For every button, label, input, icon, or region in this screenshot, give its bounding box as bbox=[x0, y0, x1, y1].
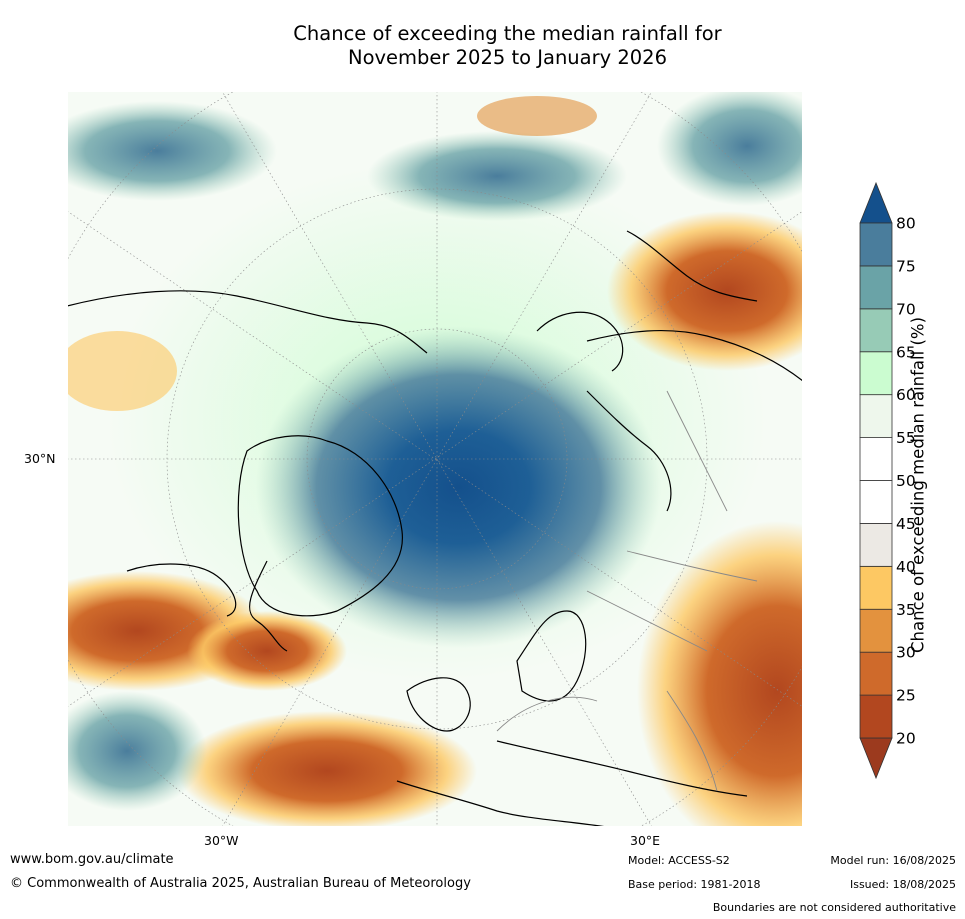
teal-patch-ne bbox=[657, 91, 803, 206]
rainfall-map bbox=[67, 91, 803, 827]
dry-region-middle-east bbox=[637, 521, 803, 827]
colorbar-tick-label: 65 bbox=[896, 343, 916, 361]
colorbar-extension-lower bbox=[859, 737, 893, 780]
website-link[interactable]: www.bom.gov.au/climate bbox=[10, 852, 174, 867]
colorbar-tick-label: 50 bbox=[896, 472, 916, 490]
colorbar-tick-label: 80 bbox=[896, 215, 916, 233]
colorbar-bin bbox=[859, 351, 893, 396]
longitude-label-east: 30°E bbox=[630, 833, 661, 848]
model-text: Model: ACCESS-S2 bbox=[628, 854, 730, 867]
colorbar-tick-label: 25 bbox=[896, 687, 916, 705]
colorbar: 20 25 30 35 40 45 50 55 60 65 70 75 80 bbox=[859, 181, 916, 780]
colorbar-bin bbox=[859, 480, 893, 524]
colorbar-tick-label: 55 bbox=[896, 429, 916, 447]
colorbar-tick-label: 70 bbox=[896, 300, 916, 318]
colorbar-bin bbox=[859, 608, 893, 653]
colorbar-extension-upper bbox=[859, 181, 893, 224]
colorbar-tick-label: 35 bbox=[896, 601, 916, 619]
colorbar-tick-label: 60 bbox=[896, 386, 916, 404]
country-borders bbox=[496, 390, 758, 792]
colorbar-tick-label: 75 bbox=[896, 257, 916, 275]
copyright-text: © Commonwealth of Australia 2025, Austra… bbox=[10, 876, 471, 891]
colorbar-bin bbox=[859, 651, 893, 696]
base-period-text: Base period: 1981-2018 bbox=[628, 878, 761, 891]
longitude-label-west: 30°W bbox=[204, 833, 239, 848]
colorbar-bin bbox=[859, 694, 893, 739]
issued-text: Issued: 18/08/2025 bbox=[849, 878, 956, 891]
chart-title: Chance of exceeding the median rainfall … bbox=[0, 22, 965, 70]
colorbar-bin bbox=[859, 437, 893, 481]
title-line-1: Chance of exceeding the median rainfall … bbox=[293, 22, 722, 45]
coastlines bbox=[67, 230, 803, 827]
colorbar-title: Chance of exceeding median rainfall (%) bbox=[908, 316, 928, 654]
dry-region-mid-atlantic bbox=[187, 611, 347, 691]
model-run-text: Model run: 16/08/2025 bbox=[830, 854, 956, 867]
colorbar-tick-label: 20 bbox=[896, 730, 916, 748]
dry-region-atlantic bbox=[177, 711, 477, 827]
latitude-label: 30°N bbox=[24, 451, 56, 466]
title-line-2: November 2025 to January 2026 bbox=[348, 46, 667, 69]
dry-patch-west bbox=[67, 331, 177, 411]
colorbar-bin bbox=[859, 308, 893, 353]
colorbar-tick-label: 30 bbox=[896, 644, 916, 662]
colorbar-bin bbox=[859, 394, 893, 438]
teal-patch-n bbox=[367, 131, 627, 221]
colorbar-tick-label: 40 bbox=[896, 558, 916, 576]
colorbar-bin bbox=[859, 523, 893, 567]
graticule bbox=[67, 91, 803, 827]
colorbar-tick-label: 45 bbox=[896, 515, 916, 533]
dry-patch-north bbox=[477, 96, 597, 136]
colorbar-bin bbox=[859, 265, 893, 310]
disclaimer-text: Boundaries are not considered authoritat… bbox=[712, 901, 956, 914]
colorbar-bin bbox=[859, 222, 893, 267]
teal-patch-nw bbox=[67, 101, 277, 201]
colorbar-bin bbox=[859, 565, 893, 610]
teal-patch-sw bbox=[67, 691, 207, 811]
